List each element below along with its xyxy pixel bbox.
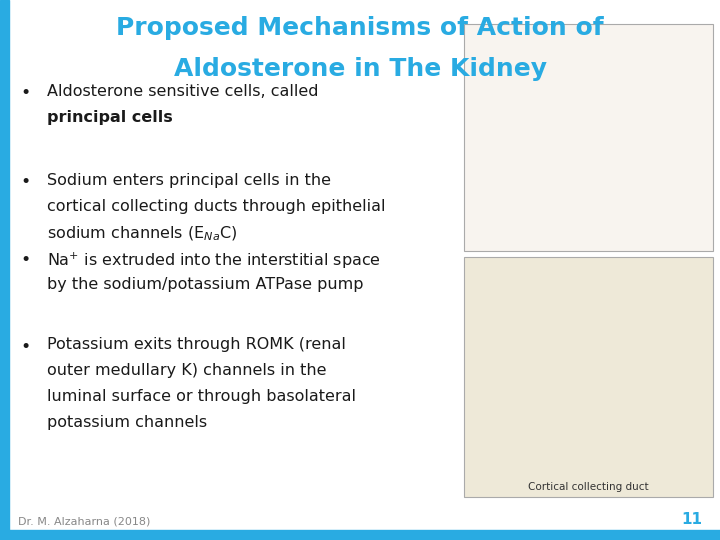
Text: Na$^{+}$ is extruded into the interstitial space: Na$^{+}$ is extruded into the interstiti… — [47, 251, 381, 272]
Bar — [0, 530, 720, 540]
Text: by the sodium/potassium ATPase pump: by the sodium/potassium ATPase pump — [47, 277, 364, 292]
Bar — [464, 256, 713, 497]
Text: sodium channels (E$_{Na}$C): sodium channels (E$_{Na}$C) — [47, 225, 238, 243]
Text: cortical collecting ducts through epithelial: cortical collecting ducts through epithe… — [47, 199, 385, 214]
Bar — [464, 24, 713, 251]
Text: •: • — [20, 338, 30, 355]
Text: Aldosterone sensitive cells, called: Aldosterone sensitive cells, called — [47, 84, 318, 99]
Text: principal cells: principal cells — [47, 110, 173, 125]
Text: luminal surface or through basolateral: luminal surface or through basolateral — [47, 389, 356, 404]
Bar — [0, 0, 9, 540]
Text: •: • — [20, 251, 30, 269]
Text: Proposed Mechanisms of Action of: Proposed Mechanisms of Action of — [116, 16, 604, 40]
Text: potassium channels: potassium channels — [47, 415, 207, 430]
Text: Cortical collecting duct: Cortical collecting duct — [528, 482, 649, 492]
Text: Sodium enters principal cells in the: Sodium enters principal cells in the — [47, 173, 330, 188]
Text: Dr. M. Alzaharna (2018): Dr. M. Alzaharna (2018) — [18, 516, 150, 526]
Text: •: • — [20, 84, 30, 102]
Text: •: • — [20, 173, 30, 191]
Text: 11: 11 — [681, 511, 702, 526]
Text: outer medullary K) channels in the: outer medullary K) channels in the — [47, 363, 326, 379]
Text: Potassium exits through ROMK (renal: Potassium exits through ROMK (renal — [47, 338, 346, 353]
Text: Aldosterone in The Kidney: Aldosterone in The Kidney — [174, 57, 546, 80]
